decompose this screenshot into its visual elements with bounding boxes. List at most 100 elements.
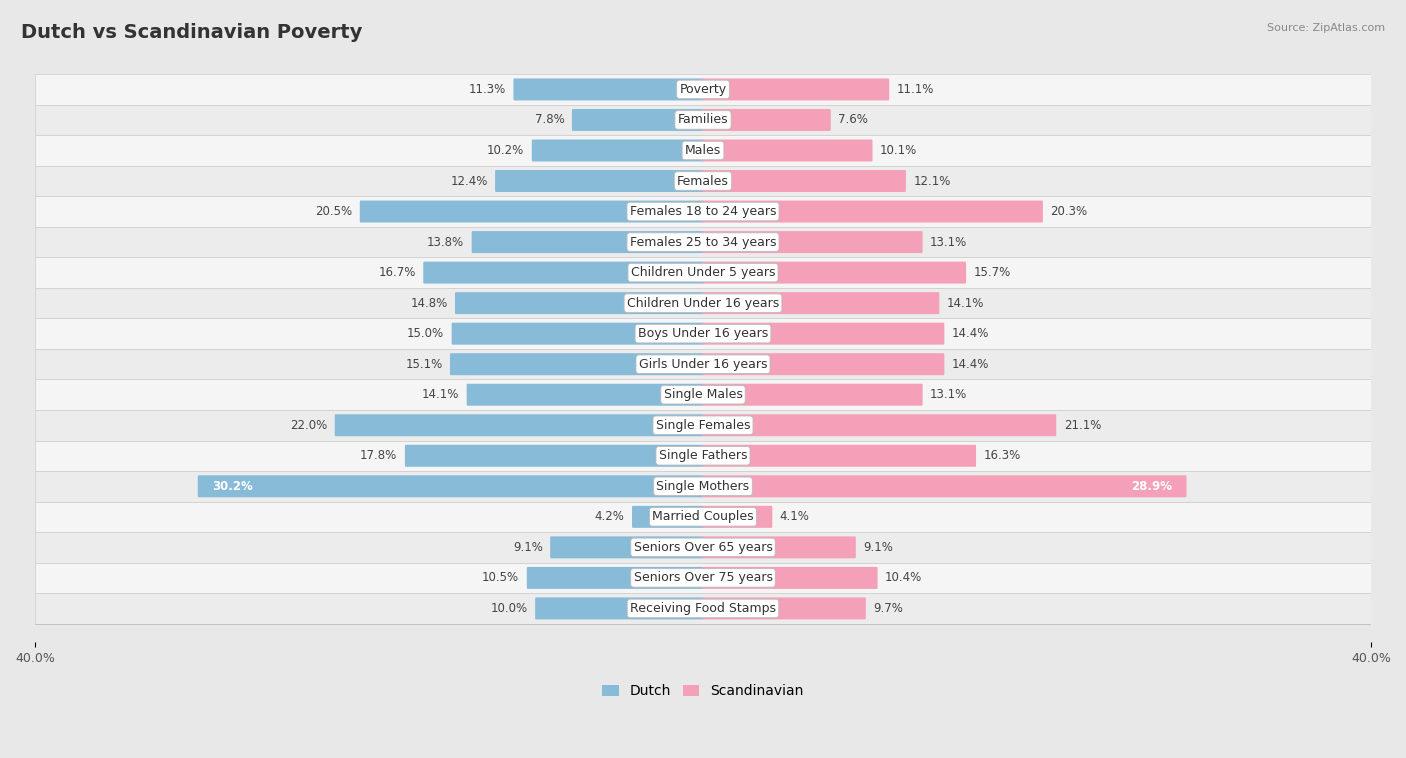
Bar [35,471,1371,502]
Bar [35,257,1371,288]
Text: 14.4%: 14.4% [952,358,990,371]
Text: Females 18 to 24 years: Females 18 to 24 years [630,205,776,218]
FancyBboxPatch shape [572,109,704,131]
Bar [35,532,1371,562]
Text: Females 25 to 34 years: Females 25 to 34 years [630,236,776,249]
Text: 10.4%: 10.4% [884,572,922,584]
FancyBboxPatch shape [550,537,704,559]
FancyBboxPatch shape [702,597,866,619]
FancyBboxPatch shape [198,475,704,497]
Text: 13.1%: 13.1% [931,388,967,401]
FancyBboxPatch shape [702,139,873,161]
Bar [35,502,1371,532]
Text: Children Under 16 years: Children Under 16 years [627,296,779,309]
Text: 20.3%: 20.3% [1050,205,1087,218]
Text: Source: ZipAtlas.com: Source: ZipAtlas.com [1267,23,1385,33]
Text: 15.7%: 15.7% [973,266,1011,279]
FancyBboxPatch shape [702,292,939,314]
Text: 17.8%: 17.8% [360,449,398,462]
FancyBboxPatch shape [702,506,772,528]
Bar [35,105,1371,135]
Bar [35,562,1371,594]
Text: Receiving Food Stamps: Receiving Food Stamps [630,602,776,615]
Text: 15.0%: 15.0% [406,327,444,340]
Text: 10.2%: 10.2% [486,144,524,157]
Text: 7.6%: 7.6% [838,114,868,127]
FancyBboxPatch shape [405,445,704,467]
FancyBboxPatch shape [495,170,704,192]
Text: 13.8%: 13.8% [427,236,464,249]
Bar [35,166,1371,196]
Text: 11.1%: 11.1% [897,83,934,96]
Text: Families: Families [678,114,728,127]
Legend: Dutch, Scandinavian: Dutch, Scandinavian [596,679,810,704]
FancyBboxPatch shape [702,231,922,253]
Text: 4.2%: 4.2% [595,510,624,523]
FancyBboxPatch shape [536,597,704,619]
Text: 16.3%: 16.3% [984,449,1021,462]
Bar [35,196,1371,227]
Text: 11.3%: 11.3% [468,83,506,96]
Text: 12.4%: 12.4% [450,174,488,187]
Text: Females: Females [678,174,728,187]
Text: 4.1%: 4.1% [780,510,810,523]
FancyBboxPatch shape [702,567,877,589]
Bar [35,318,1371,349]
FancyBboxPatch shape [423,262,704,283]
FancyBboxPatch shape [702,78,889,100]
Text: 30.2%: 30.2% [212,480,253,493]
Bar [35,227,1371,257]
FancyBboxPatch shape [471,231,704,253]
FancyBboxPatch shape [702,475,1187,497]
Text: Girls Under 16 years: Girls Under 16 years [638,358,768,371]
FancyBboxPatch shape [702,537,856,559]
FancyBboxPatch shape [531,139,704,161]
Text: Single Mothers: Single Mothers [657,480,749,493]
Text: 7.8%: 7.8% [534,114,564,127]
FancyBboxPatch shape [702,353,945,375]
Text: 9.7%: 9.7% [873,602,903,615]
Text: Seniors Over 65 years: Seniors Over 65 years [634,541,772,554]
Bar [35,349,1371,380]
Text: 9.1%: 9.1% [863,541,893,554]
Bar [35,74,1371,105]
Bar [35,440,1371,471]
FancyBboxPatch shape [451,323,704,345]
FancyBboxPatch shape [702,170,905,192]
Text: 15.1%: 15.1% [405,358,443,371]
Text: 14.4%: 14.4% [952,327,990,340]
Text: Married Couples: Married Couples [652,510,754,523]
FancyBboxPatch shape [702,415,1056,437]
Text: 13.1%: 13.1% [931,236,967,249]
Bar [35,410,1371,440]
FancyBboxPatch shape [360,201,704,223]
FancyBboxPatch shape [450,353,704,375]
Bar [35,135,1371,166]
Text: Poverty: Poverty [679,83,727,96]
FancyBboxPatch shape [702,323,945,345]
Text: Dutch vs Scandinavian Poverty: Dutch vs Scandinavian Poverty [21,23,363,42]
FancyBboxPatch shape [702,445,976,467]
Bar [35,288,1371,318]
Text: 16.7%: 16.7% [378,266,416,279]
FancyBboxPatch shape [702,262,966,283]
FancyBboxPatch shape [335,415,704,437]
Text: Single Males: Single Males [664,388,742,401]
Text: Boys Under 16 years: Boys Under 16 years [638,327,768,340]
Bar [35,594,1371,624]
Text: 10.1%: 10.1% [880,144,917,157]
Text: Single Females: Single Females [655,418,751,432]
Bar [35,380,1371,410]
Text: 14.1%: 14.1% [946,296,984,309]
FancyBboxPatch shape [633,506,704,528]
FancyBboxPatch shape [456,292,704,314]
FancyBboxPatch shape [702,109,831,131]
Text: 14.1%: 14.1% [422,388,460,401]
Text: 14.8%: 14.8% [411,296,447,309]
FancyBboxPatch shape [513,78,704,100]
FancyBboxPatch shape [702,201,1043,223]
Text: 10.5%: 10.5% [482,572,519,584]
Text: 10.0%: 10.0% [491,602,527,615]
Text: Seniors Over 75 years: Seniors Over 75 years [634,572,772,584]
Text: 21.1%: 21.1% [1064,418,1101,432]
